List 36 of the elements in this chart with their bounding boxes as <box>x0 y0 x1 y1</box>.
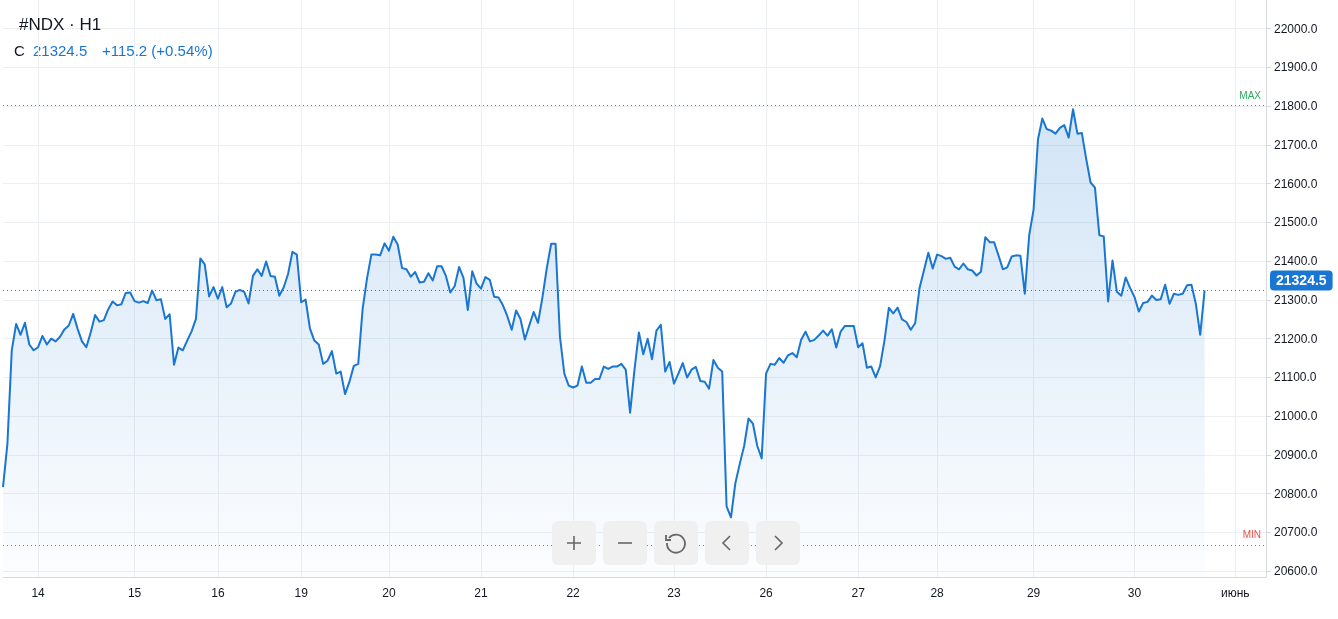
y-tick-label: 20700.0 <box>1274 525 1318 540</box>
y-tick-label: 21100.0 <box>1274 370 1317 385</box>
x-tick-label: 21 <box>474 586 488 600</box>
y-tick-label: 22000.0 <box>1274 21 1318 36</box>
y-tick-label: 21600.0 <box>1274 176 1318 191</box>
x-tick-label: 26 <box>759 586 774 600</box>
y-tick-label: 21900.0 <box>1274 60 1318 75</box>
y-tick-label: 21400.0 <box>1274 254 1318 269</box>
ref-line-label: 21324.5 <box>1276 272 1327 289</box>
y-tick-label: 21000.0 <box>1274 409 1318 424</box>
x-tick-label: 20 <box>382 586 396 600</box>
ref-line-label: MIN <box>1242 529 1261 541</box>
y-tick-label: 21300.0 <box>1274 292 1318 307</box>
x-tick-label: 16 <box>211 586 225 600</box>
y-tick-label: 21200.0 <box>1274 331 1318 346</box>
x-tick-label: 28 <box>930 586 945 600</box>
x-tick-label: 30 <box>1127 586 1142 600</box>
y-tick-label: 21800.0 <box>1274 99 1318 114</box>
annotation: C <box>14 42 25 59</box>
x-tick-label: 15 <box>127 586 142 600</box>
ref-line-label: MAX <box>1239 89 1262 101</box>
x-tick-label: 22 <box>566 586 581 600</box>
x-tick-label: 14 <box>31 586 46 600</box>
y-tick-label: 21500.0 <box>1274 215 1318 230</box>
y-tick-label: 20900.0 <box>1274 447 1318 462</box>
annotation: +115.2 (+0.54%) <box>102 42 213 59</box>
text: #NDX · H1 <box>19 15 102 34</box>
annotation: 21324.5 <box>33 42 88 59</box>
x-tick-label: 29 <box>1026 586 1041 600</box>
x-tick-label: июнь <box>1221 586 1250 600</box>
y-tick-label: 20800.0 <box>1274 486 1318 501</box>
x-tick-label: 27 <box>851 586 866 600</box>
y-tick-label: 21700.0 <box>1274 137 1318 152</box>
x-tick-label: 23 <box>667 586 681 600</box>
x-tick-label: 19 <box>294 586 309 600</box>
y-tick-label: 20600.0 <box>1274 564 1318 579</box>
